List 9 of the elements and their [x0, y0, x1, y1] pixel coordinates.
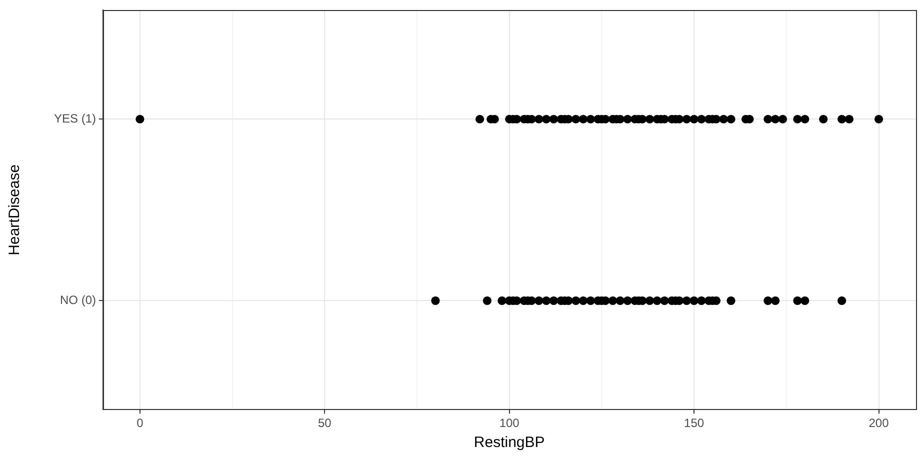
- x-tick-label: 200: [868, 416, 890, 430]
- x-tick-label: 50: [318, 416, 332, 430]
- x-tick-label: 150: [684, 416, 704, 430]
- x-tick-label: 100: [499, 416, 520, 430]
- y-axis-title: HeartDisease: [6, 164, 24, 256]
- x-tick-label: 0: [136, 416, 144, 430]
- y-tick-label: NO (0): [60, 292, 96, 307]
- y-tick-label: YES (1): [54, 111, 96, 126]
- x-axis-title: RestingBP: [474, 434, 545, 452]
